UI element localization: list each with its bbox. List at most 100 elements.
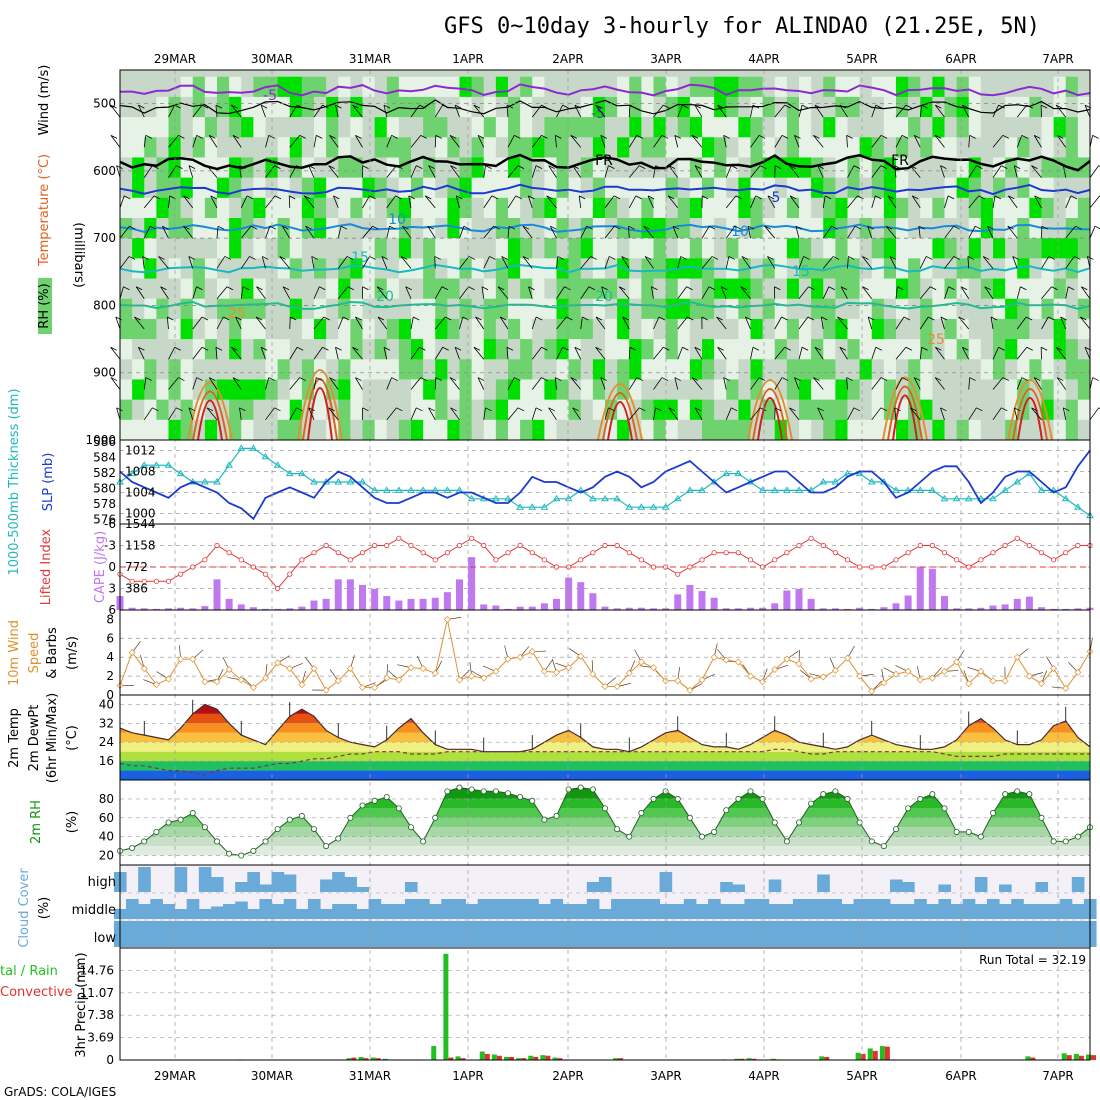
cloud-cell: [999, 921, 1012, 947]
rh-cell: [229, 379, 242, 401]
thickness-point: [613, 494, 622, 502]
rh-cell: [241, 76, 254, 98]
rh-cell: [980, 157, 994, 179]
wind-barb: [316, 377, 323, 381]
rh-cell: [714, 238, 727, 259]
wind-barb: [269, 225, 277, 230]
lifted-index-tick-label: 0: [108, 560, 116, 574]
wind-barb: [674, 377, 682, 381]
wind-barb: [822, 256, 834, 269]
wind-barb: [919, 105, 923, 118]
wind-barb: [750, 135, 760, 148]
rh-cell: [714, 278, 727, 300]
rh-cell: [556, 318, 570, 340]
thickness-point: [916, 486, 925, 493]
rh-cell: [568, 197, 582, 219]
wind-barb: [1060, 316, 1067, 321]
rh-cell: [944, 298, 958, 320]
wind-barb: [1033, 135, 1042, 148]
wind-barb: [774, 407, 782, 412]
rh-cell: [398, 419, 412, 441]
warm-isotherm-contour: [887, 385, 923, 441]
wind-barb: [153, 195, 161, 200]
wind10-point: [140, 665, 148, 673]
wind-barb: [408, 195, 415, 200]
rh-cell: [980, 379, 994, 401]
rh-cell: [459, 339, 473, 360]
cloud-cell: [853, 921, 867, 947]
rh-cell: [435, 419, 448, 441]
rh-cell: [301, 318, 315, 340]
rh-cell: [471, 278, 485, 300]
cape-bar: [383, 596, 391, 610]
rh-cell: [823, 238, 836, 259]
thickness-tick-label: 584: [93, 451, 116, 465]
lifted-index-point: [396, 535, 402, 541]
wind-barb: [372, 225, 379, 230]
wind-barb: [1081, 286, 1088, 291]
wind-barb: [1002, 377, 1009, 381]
wind-barb: [609, 256, 616, 260]
wind-barb: [940, 165, 947, 169]
rh-point: [686, 814, 693, 821]
lifted-index-point: [832, 550, 838, 556]
rh-cell: [714, 318, 727, 340]
wind-barb: [215, 104, 223, 109]
precip-tick-label: 11.07: [80, 986, 114, 1000]
rh-cell: [350, 117, 363, 138]
wind-barb: [556, 256, 559, 269]
temp-tick-label: 24: [99, 735, 114, 749]
rh-cell: [883, 298, 897, 320]
cloud-cell: [635, 899, 648, 919]
wind-barb: [905, 104, 913, 109]
wind10-point: [1050, 665, 1058, 673]
thickness-point: [976, 494, 985, 502]
cape-bar: [528, 606, 536, 610]
wind-barb: [978, 195, 985, 200]
wind-barb: [143, 407, 153, 421]
rh-cell: [835, 76, 848, 98]
rh-cell: [653, 238, 667, 259]
rh-cell: [532, 197, 545, 219]
precip-convective-bar: [448, 1057, 454, 1060]
rh-cell: [823, 399, 836, 421]
lifted-index-point: [687, 564, 693, 570]
wind-barb: [694, 407, 702, 412]
wind-barb: [871, 104, 877, 118]
rh-cell: [871, 278, 885, 300]
wind-barb: [1001, 407, 1008, 412]
cape-bar: [152, 608, 160, 610]
wind-barb: [564, 286, 571, 291]
wind-barb: [115, 316, 122, 321]
rh-cell: [1053, 238, 1067, 259]
rh-cell: [520, 177, 533, 199]
wind-barb: [867, 225, 874, 230]
wind-barb: [514, 135, 521, 139]
cloud-cell: [1011, 921, 1024, 947]
wind-barb: [455, 195, 460, 209]
wind-barb: [934, 135, 945, 148]
rh-cell: [120, 117, 133, 138]
rh-cell: [156, 117, 169, 138]
precip-tick-label: 3.69: [87, 1031, 114, 1045]
rh-cell: [532, 419, 545, 441]
cloud-cell: [756, 921, 770, 947]
pressure-tick-label: 700: [93, 231, 116, 245]
rh-cell: [350, 197, 363, 219]
rh-cell: [993, 379, 1006, 401]
lifted-index-tick-label: -6: [104, 517, 116, 531]
rh-cell: [750, 137, 764, 158]
rh-cell: [544, 419, 557, 441]
rh-cell: [520, 238, 533, 259]
wind-barb: [990, 316, 994, 330]
rh-cell: [192, 218, 206, 239]
cloud-cell: [259, 884, 273, 892]
rh-cell: [411, 399, 424, 421]
wind-barb: [725, 407, 732, 420]
wind-barb: [880, 165, 888, 169]
wind-barb: [709, 225, 716, 230]
rh-cell: [786, 218, 800, 239]
rh-point: [480, 788, 487, 795]
rh-cell: [580, 419, 594, 441]
